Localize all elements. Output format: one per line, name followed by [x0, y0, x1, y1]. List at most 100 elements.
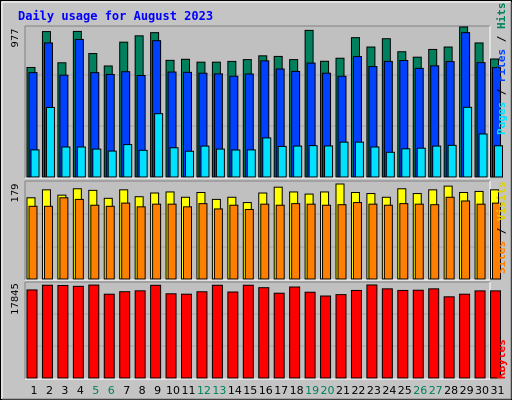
panel-kbytes — [25, 282, 490, 379]
bar-kbytes-20 — [320, 295, 332, 379]
bar-kbytes-7 — [119, 291, 131, 379]
panels — [24, 25, 491, 380]
bar-kbytes-13 — [211, 284, 223, 379]
x-tick-25: 25 — [398, 384, 412, 397]
bar-kbytes-23 — [366, 284, 378, 379]
legend-sep-2: / — [495, 29, 508, 49]
x-tick-22: 22 — [351, 384, 365, 397]
x-tick-6: 6 — [108, 384, 115, 397]
x-tick-20: 20 — [321, 384, 335, 397]
bar-kbytes-30 — [474, 290, 486, 379]
bar-pages-7 — [123, 144, 133, 178]
bar-kbytes-6 — [103, 293, 115, 379]
bar-pages-2 — [45, 106, 55, 178]
x-tick-8: 8 — [139, 384, 146, 397]
bar-sites-28 — [445, 196, 455, 280]
x-tick-3: 3 — [61, 384, 68, 397]
bar-kbytes-18 — [289, 286, 301, 379]
bar-sites-23 — [368, 203, 378, 280]
bar-sites-18 — [291, 203, 301, 280]
bar-sites-2 — [43, 205, 53, 280]
bar-pages-28 — [447, 144, 457, 178]
ymax-label-kbytes: 17845 — [10, 283, 21, 315]
x-tick-26: 26 — [413, 384, 427, 397]
legend-sep-1: / — [495, 82, 508, 102]
bar-pages-27 — [432, 145, 442, 178]
x-tick-7: 7 — [123, 384, 130, 397]
bar-sites-7 — [121, 202, 131, 280]
legend-sites: Sites — [495, 241, 508, 274]
bar-kbytes-5 — [88, 284, 100, 379]
bar-kbytes-14 — [227, 291, 239, 379]
bar-pages-6 — [107, 150, 117, 178]
x-tick-10: 10 — [166, 384, 180, 397]
bar-sites-15 — [244, 208, 254, 280]
x-tick-12: 12 — [197, 384, 211, 397]
x-tick-14: 14 — [228, 384, 242, 397]
x-tick-15: 15 — [243, 384, 257, 397]
bar-kbytes-8 — [134, 290, 146, 379]
bar-pages-17 — [277, 145, 287, 178]
bar-sites-22 — [352, 202, 362, 280]
bar-kbytes-2 — [41, 284, 53, 379]
bar-sites-31 — [492, 202, 501, 280]
x-tick-5: 5 — [92, 384, 99, 397]
bar-pages-3 — [61, 146, 71, 178]
legend-hits: Hits — [495, 3, 508, 30]
bar-kbytes-26 — [412, 289, 424, 379]
bar-kbytes-24 — [381, 288, 393, 379]
bar-sites-30 — [476, 203, 486, 280]
bar-sites-1 — [28, 205, 38, 280]
bar-sites-5 — [90, 204, 100, 280]
bar-kbytes-3 — [57, 284, 69, 379]
legend-kbytes: KBytes — [495, 339, 508, 379]
bar-pages-8 — [138, 149, 148, 178]
bar-sites-3 — [59, 197, 69, 280]
bar-kbytes-17 — [273, 292, 285, 379]
bar-sites-20 — [322, 204, 332, 280]
bar-pages-5 — [92, 148, 102, 178]
x-tick-11: 11 — [182, 384, 196, 397]
x-tick-28: 28 — [444, 384, 458, 397]
bar-pages-31 — [494, 145, 503, 178]
bar-kbytes-11 — [181, 293, 192, 379]
bar-sites-26 — [414, 203, 424, 280]
bar-pages-24 — [385, 151, 395, 178]
bar-kbytes-4 — [72, 285, 84, 379]
bar-pages-10 — [169, 147, 179, 178]
panel-visits — [25, 181, 490, 280]
bar-kbytes-16 — [258, 287, 270, 379]
x-tick-9: 9 — [154, 384, 161, 397]
bar-kbytes-22 — [350, 289, 362, 379]
bar-sites-27 — [430, 204, 440, 280]
legend-sep-3: / — [495, 221, 508, 241]
bar-sites-16 — [260, 203, 270, 280]
x-axis-labels: 1 2 3 4 5 6 7 8 9 10 11 12 13 14 15 16 17 18 19 20 21 22 23 24 2… — [31, 384, 505, 397]
bar-sites-12 — [198, 203, 208, 280]
bar-sites-14 — [229, 204, 239, 280]
bar-kbytes-29 — [459, 293, 471, 379]
x-tick-31: 31 — [491, 384, 505, 397]
x-tick-29: 29 — [460, 384, 474, 397]
bar-pages-14 — [231, 149, 241, 178]
bar-kbytes-12 — [196, 291, 208, 379]
bar-pages-30 — [478, 133, 488, 178]
legend-middle: Sites / Visits — [495, 181, 508, 274]
bar-sites-11 — [183, 206, 192, 280]
bar-pages-23 — [370, 146, 380, 178]
x-tick-2: 2 — [46, 384, 53, 397]
bar-pages-16 — [262, 137, 272, 178]
bar-pages-19 — [308, 145, 318, 178]
x-tick-19: 19 — [305, 384, 319, 397]
bar-sites-4 — [74, 198, 84, 280]
bar-kbytes-28 — [443, 296, 455, 379]
x-tick-21: 21 — [336, 384, 350, 397]
bar-pages-9 — [154, 113, 164, 178]
bar-pages-20 — [324, 145, 334, 178]
legend-pages: Pages — [495, 102, 508, 135]
bar-sites-13 — [213, 208, 223, 280]
legend-visits: Visits — [495, 181, 508, 221]
x-tick-18: 18 — [290, 384, 304, 397]
